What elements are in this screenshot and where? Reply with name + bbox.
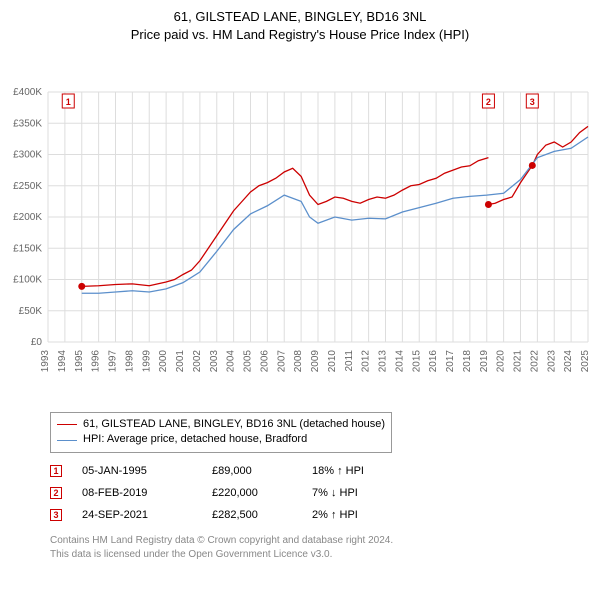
sales-pct: 18% ↑ HPI <box>312 465 392 477</box>
sales-date: 24-SEP-2021 <box>82 509 212 521</box>
svg-text:2023: 2023 <box>546 350 557 373</box>
legend-swatch <box>57 424 77 425</box>
svg-text:2010: 2010 <box>327 350 338 373</box>
sales-price: £282,500 <box>212 509 312 521</box>
svg-text:2008: 2008 <box>293 350 304 373</box>
sales-date: 08-FEB-2019 <box>82 487 212 499</box>
svg-text:2001: 2001 <box>175 350 186 373</box>
svg-text:£0: £0 <box>31 337 43 348</box>
svg-text:£250K: £250K <box>13 181 42 192</box>
svg-text:2018: 2018 <box>462 350 473 373</box>
svg-text:2014: 2014 <box>394 350 405 373</box>
svg-text:2004: 2004 <box>226 350 237 373</box>
sales-pct: 7% ↓ HPI <box>312 487 392 499</box>
sales-marker: 2 <box>50 487 62 499</box>
legend-box: 61, GILSTEAD LANE, BINGLEY, BD16 3NL (de… <box>50 412 392 453</box>
svg-text:£400K: £400K <box>13 87 42 98</box>
svg-text:1999: 1999 <box>141 350 152 373</box>
svg-text:1994: 1994 <box>57 350 68 373</box>
svg-text:1993: 1993 <box>40 350 51 373</box>
svg-text:2000: 2000 <box>158 350 169 373</box>
sales-pct: 2% ↑ HPI <box>312 509 392 521</box>
svg-text:1995: 1995 <box>74 350 85 373</box>
svg-text:2006: 2006 <box>259 350 270 373</box>
sales-price: £89,000 <box>212 465 312 477</box>
title-block: 61, GILSTEAD LANE, BINGLEY, BD16 3NL Pri… <box>0 0 600 44</box>
footer-line2: This data is licensed under the Open Gov… <box>50 548 393 562</box>
svg-text:2013: 2013 <box>378 350 389 373</box>
title-address: 61, GILSTEAD LANE, BINGLEY, BD16 3NL <box>0 8 600 26</box>
svg-text:2011: 2011 <box>344 350 355 372</box>
chart-container: 61, GILSTEAD LANE, BINGLEY, BD16 3NL Pri… <box>0 0 600 590</box>
svg-text:2016: 2016 <box>428 350 439 373</box>
svg-text:2: 2 <box>486 97 491 107</box>
legend-label: 61, GILSTEAD LANE, BINGLEY, BD16 3NL (de… <box>83 417 385 432</box>
footer-text: Contains HM Land Registry data © Crown c… <box>50 534 393 562</box>
legend-row: 61, GILSTEAD LANE, BINGLEY, BD16 3NL (de… <box>57 417 385 432</box>
svg-text:2022: 2022 <box>529 350 540 373</box>
svg-text:1996: 1996 <box>91 350 102 373</box>
legend-swatch <box>57 440 77 441</box>
svg-text:3: 3 <box>530 97 535 107</box>
title-subtitle: Price paid vs. HM Land Registry's House … <box>0 26 600 44</box>
svg-text:2019: 2019 <box>479 350 490 373</box>
sales-marker: 3 <box>50 509 62 521</box>
svg-text:1998: 1998 <box>124 350 135 373</box>
svg-text:2007: 2007 <box>276 350 287 373</box>
svg-text:£200K: £200K <box>13 212 42 223</box>
legend-row: HPI: Average price, detached house, Brad… <box>57 432 385 447</box>
svg-text:£50K: £50K <box>19 306 43 317</box>
svg-text:1997: 1997 <box>108 350 119 373</box>
svg-text:2015: 2015 <box>411 350 422 373</box>
svg-text:£150K: £150K <box>13 244 42 255</box>
sales-row: 1 05-JAN-1995£89,00018% ↑ HPI <box>50 460 392 482</box>
svg-text:£350K: £350K <box>13 119 42 130</box>
svg-text:2021: 2021 <box>513 350 524 373</box>
svg-text:2005: 2005 <box>243 350 254 373</box>
svg-text:2020: 2020 <box>496 350 507 373</box>
svg-text:2025: 2025 <box>580 350 591 373</box>
svg-text:2009: 2009 <box>310 350 321 373</box>
svg-text:£100K: £100K <box>13 275 42 286</box>
svg-text:2017: 2017 <box>445 350 456 373</box>
sales-marker: 1 <box>50 465 62 477</box>
svg-text:1: 1 <box>66 97 71 107</box>
sales-price: £220,000 <box>212 487 312 499</box>
footer-line1: Contains HM Land Registry data © Crown c… <box>50 534 393 548</box>
price-chart: £0 £50K £100K £150K £200K £250K £300K £350K £400… <box>0 44 600 404</box>
svg-text:2012: 2012 <box>361 350 372 373</box>
svg-text:£300K: £300K <box>13 150 42 161</box>
svg-text:2002: 2002 <box>192 350 203 373</box>
legend-label: HPI: Average price, detached house, Brad… <box>83 432 307 447</box>
svg-text:2024: 2024 <box>563 350 574 373</box>
sales-table: 1 05-JAN-1995£89,00018% ↑ HPI 2 08-FEB-2019… <box>50 460 392 526</box>
sales-date: 05-JAN-1995 <box>82 465 212 477</box>
sales-row: 3 24-SEP-2021£282,5002% ↑ HPI <box>50 504 392 526</box>
svg-text:2003: 2003 <box>209 350 220 373</box>
sales-row: 2 08-FEB-2019£220,0007% ↓ HPI <box>50 482 392 504</box>
